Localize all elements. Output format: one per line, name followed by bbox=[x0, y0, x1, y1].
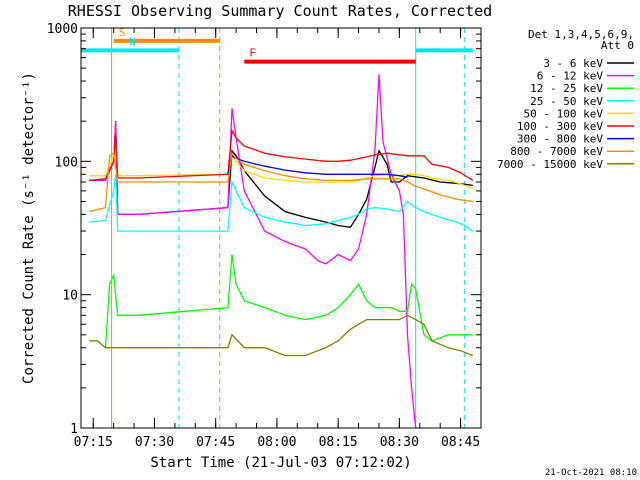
x-tick-label: 07:45 bbox=[196, 435, 235, 450]
legend-label: 100 - 300 keV bbox=[517, 120, 603, 133]
legend-label: 25 - 50 keV bbox=[530, 95, 603, 108]
x-tick-label: 07:15 bbox=[74, 435, 113, 450]
x-axis-label: Start Time (21-Jul-03 07:12:02) bbox=[150, 455, 411, 471]
legend-label: 50 - 100 keV bbox=[524, 107, 604, 120]
legend-header: Att 0 bbox=[601, 39, 634, 52]
x-tick-label: 07:30 bbox=[135, 435, 174, 450]
legend-label: 12 - 25 keV bbox=[530, 82, 603, 95]
rhessi-count-rate-chart: RHESSI Observing Summary Count Rates, Co… bbox=[0, 0, 640, 480]
legend-label: 3 - 6 keV bbox=[543, 57, 603, 70]
x-tick-label: 08:15 bbox=[319, 435, 358, 450]
footer-timestamp: 21-Oct-2021 08:10 bbox=[545, 468, 637, 478]
legend-label: 7000 - 15000 keV bbox=[497, 158, 603, 171]
state-label-f: F bbox=[249, 47, 256, 60]
legend-label: 300 - 800 keV bbox=[517, 133, 603, 146]
legend-label: 6 - 12 keV bbox=[537, 70, 604, 83]
x-tick-label: 08:30 bbox=[380, 435, 419, 450]
y-tick-label: 1000 bbox=[47, 22, 78, 37]
legend-label: 800 - 7000 keV bbox=[510, 145, 603, 158]
y-tick-label: 10 bbox=[62, 289, 78, 304]
x-tick-label: 08:45 bbox=[441, 435, 480, 450]
chart-title: RHESSI Observing Summary Count Rates, Co… bbox=[68, 2, 492, 20]
state-label-n: N bbox=[129, 35, 136, 48]
y-axis-label: Corrected Count Rate (s⁻¹ detector⁻¹) bbox=[21, 72, 37, 384]
x-tick-label: 08:00 bbox=[257, 435, 296, 450]
y-tick-label: 100 bbox=[55, 155, 78, 170]
